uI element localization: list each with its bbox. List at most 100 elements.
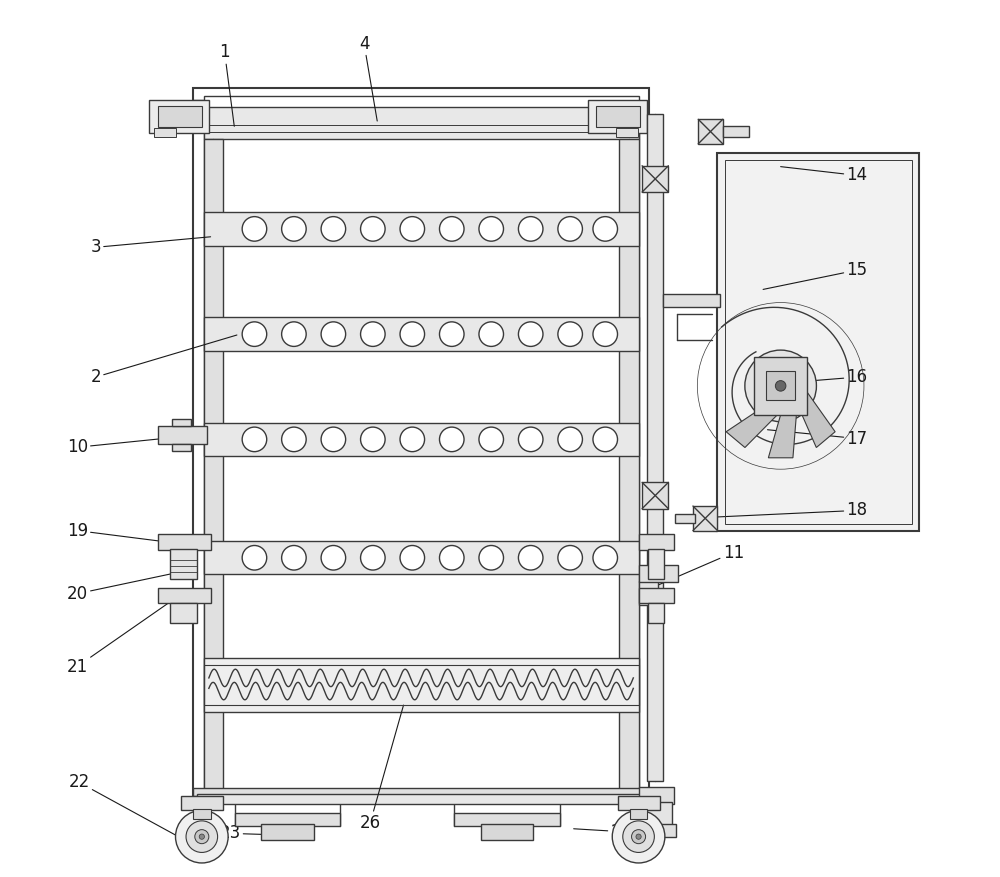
Bar [717, 153, 919, 531]
Bar [766, 371, 795, 400]
Circle shape [479, 545, 504, 570]
Text: 25: 25 [489, 824, 511, 843]
Bar [754, 357, 807, 415]
Bar [639, 787, 674, 804]
Bar [618, 796, 660, 810]
Text: 16: 16 [781, 368, 868, 386]
Circle shape [400, 427, 425, 452]
Polygon shape [787, 374, 835, 447]
Circle shape [558, 217, 582, 241]
Circle shape [242, 545, 267, 570]
Bar [197, 794, 645, 804]
Circle shape [612, 810, 665, 863]
Circle shape [439, 322, 464, 346]
Circle shape [636, 834, 641, 839]
Circle shape [361, 427, 385, 452]
Bar [235, 813, 340, 826]
Text: 11: 11 [642, 544, 744, 592]
Circle shape [558, 545, 582, 570]
Circle shape [321, 427, 346, 452]
Circle shape [186, 821, 218, 852]
Bar [158, 534, 211, 550]
Polygon shape [768, 386, 799, 458]
Bar [619, 139, 639, 789]
Bar [158, 426, 207, 444]
Bar [204, 107, 639, 139]
Bar [172, 444, 191, 451]
Bar [663, 294, 720, 307]
Circle shape [361, 217, 385, 241]
Circle shape [558, 427, 582, 452]
Text: 24: 24 [574, 823, 632, 841]
Circle shape [321, 322, 346, 346]
Circle shape [518, 322, 543, 346]
Circle shape [439, 545, 464, 570]
Bar [693, 506, 717, 531]
Text: 21: 21 [67, 598, 176, 675]
Bar [640, 802, 672, 826]
Circle shape [745, 350, 816, 422]
Text: 10: 10 [67, 437, 181, 456]
Circle shape [400, 322, 425, 346]
Text: 3: 3 [90, 237, 211, 256]
Text: 17: 17 [767, 430, 868, 447]
Circle shape [518, 217, 543, 241]
Bar [204, 423, 639, 456]
Circle shape [518, 545, 543, 570]
Bar [648, 603, 664, 623]
Bar [193, 788, 649, 796]
Bar [193, 809, 211, 819]
Circle shape [479, 322, 504, 346]
Text: 15: 15 [763, 261, 868, 289]
Bar [596, 106, 640, 127]
Text: 14: 14 [781, 167, 868, 184]
Circle shape [593, 545, 618, 570]
Bar [639, 581, 658, 605]
Circle shape [242, 217, 267, 241]
Circle shape [623, 821, 654, 852]
Bar [170, 603, 197, 623]
Circle shape [361, 545, 385, 570]
Circle shape [361, 322, 385, 346]
Circle shape [632, 830, 646, 844]
Circle shape [195, 830, 209, 844]
Bar [204, 96, 639, 789]
Text: 4: 4 [359, 34, 377, 121]
Bar [158, 588, 211, 603]
Bar [639, 588, 674, 603]
Bar [675, 514, 695, 523]
Text: 2: 2 [90, 335, 237, 386]
Bar [647, 114, 663, 781]
Bar [204, 317, 639, 351]
Circle shape [439, 427, 464, 452]
Circle shape [593, 217, 618, 241]
Circle shape [282, 322, 306, 346]
Bar [639, 534, 674, 550]
Bar [616, 128, 638, 137]
Text: 1: 1 [219, 43, 234, 126]
Circle shape [593, 427, 618, 452]
Circle shape [479, 427, 504, 452]
Circle shape [439, 217, 464, 241]
Text: 23: 23 [219, 824, 279, 843]
Circle shape [282, 545, 306, 570]
Bar [204, 665, 639, 705]
Text: 20: 20 [67, 572, 181, 602]
Bar [204, 658, 639, 712]
Text: 22: 22 [68, 774, 191, 844]
Bar [204, 541, 639, 574]
Bar [261, 824, 314, 840]
Bar [636, 824, 676, 837]
Text: 26: 26 [360, 705, 404, 832]
Bar [648, 549, 664, 579]
Bar [588, 100, 647, 133]
Bar [158, 106, 202, 127]
Bar [481, 824, 533, 840]
Bar [725, 160, 912, 524]
Polygon shape [726, 391, 794, 447]
Bar [642, 482, 668, 509]
Circle shape [775, 381, 786, 391]
Circle shape [400, 217, 425, 241]
Bar [193, 88, 649, 796]
Circle shape [242, 322, 267, 346]
